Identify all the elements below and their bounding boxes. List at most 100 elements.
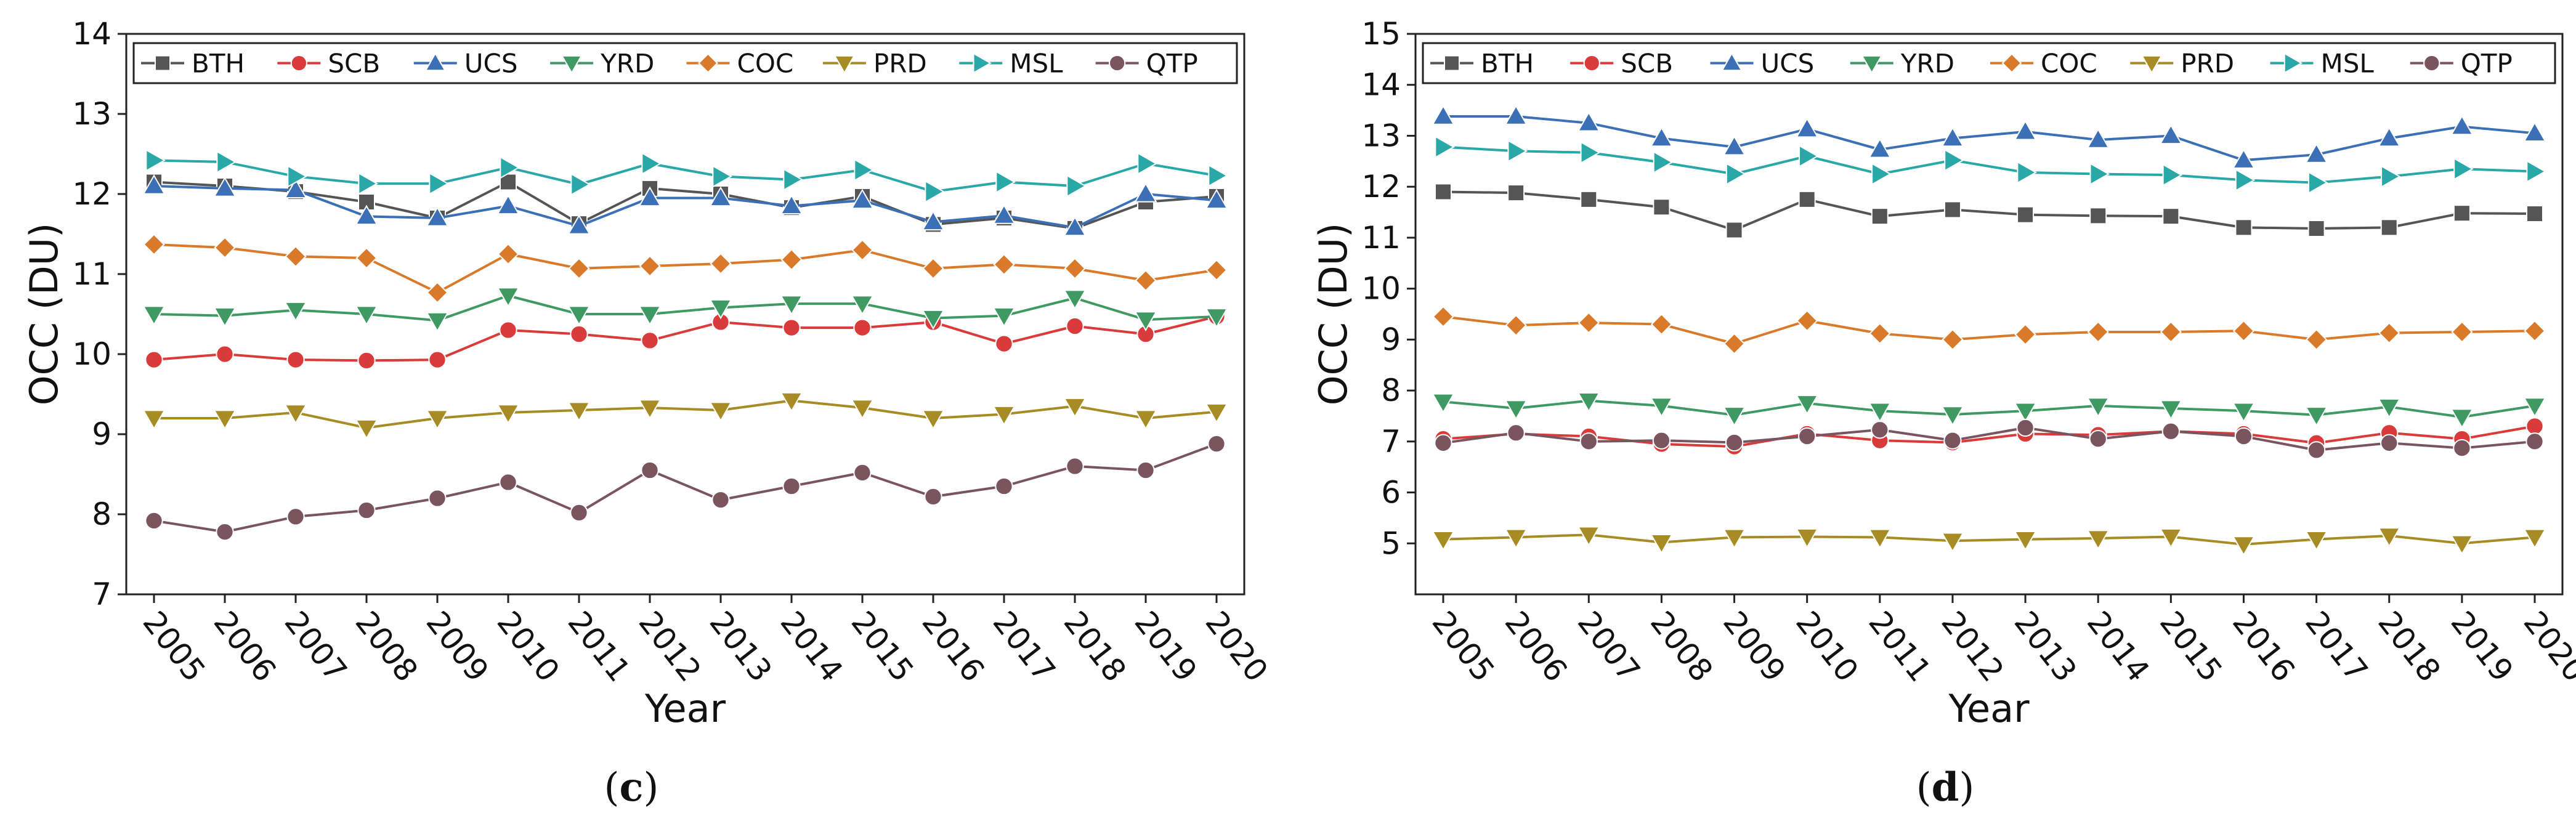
series-line-scb (153, 315, 1217, 362)
data-point-qtp-2011 (1871, 421, 1889, 439)
x-tick-label: 2010 (490, 605, 567, 689)
data-point-prd-2014 (2086, 530, 2110, 550)
legend-item-coc: COC (1990, 49, 2097, 79)
data-point-prd-2006 (213, 410, 237, 430)
series-line-yrd (1443, 399, 2535, 419)
x-axis-title: Year (1948, 686, 2030, 731)
data-point-coc-2010 (1796, 310, 1818, 332)
data-point-ucs-2020 (1205, 188, 1228, 209)
data-point-coc-2011 (1869, 322, 1891, 345)
series-scb (145, 307, 1226, 370)
data-point-yrd-2008 (355, 305, 378, 326)
x-tick-label: 2006 (1498, 605, 1574, 689)
x-tick-label: 2016 (915, 605, 992, 689)
data-point-yrd-2005 (1432, 393, 1455, 414)
data-point-prd-2017 (2304, 530, 2328, 551)
data-point-prd-2017 (992, 405, 1016, 426)
legend-label: SCB (328, 49, 380, 79)
y-tick-label: 12 (1361, 169, 1401, 204)
data-point-msl-2006 (1507, 139, 1528, 163)
legend-marker (2141, 55, 2163, 75)
legend-item-ucs: UCS (1710, 49, 1815, 79)
y-tick-label: 7 (1381, 424, 1401, 459)
x-tick-label: 2005 (1425, 605, 1502, 689)
data-point-qtp-2008 (1652, 431, 1671, 450)
data-point-coc-2005 (1432, 305, 1454, 328)
data-point-coc-2014 (780, 248, 803, 271)
legend-label: COC (2041, 49, 2097, 79)
data-point-ucs-2017 (992, 204, 1016, 224)
data-point-yrd-2013 (709, 299, 732, 320)
data-point-msl-2019 (1137, 152, 1157, 176)
data-point-msl-2014 (2089, 162, 2110, 186)
y-tick-label: 13 (1361, 118, 1401, 153)
data-point-scb-2010 (499, 321, 517, 339)
y-axis-title: OCC (DU) (1311, 223, 1356, 406)
data-point-ucs-2011 (567, 214, 591, 235)
legend-label: UCS (1761, 49, 1815, 79)
x-tick-label: 2006 (207, 605, 283, 689)
data-point-msl-2013 (2017, 161, 2037, 184)
data-point-bth-2010 (1798, 190, 1816, 208)
data-point-prd-2007 (284, 404, 307, 424)
y-tick-label: 15 (1361, 16, 1401, 52)
data-point-qtp-2019 (1136, 461, 1155, 480)
data-point-bth-2007 (1580, 190, 1598, 208)
plot-area-frame (1414, 33, 2564, 596)
legend-marker (1444, 55, 1460, 71)
data-point-coc-2017 (993, 253, 1015, 276)
data-point-coc-2013 (2014, 323, 2036, 346)
y-tick-label: 9 (1381, 321, 1401, 357)
data-point-coc-2007 (1578, 312, 1600, 334)
data-point-prd-2012 (1941, 532, 1964, 553)
data-point-yrd-2018 (1063, 289, 1087, 310)
legend-marker (698, 53, 718, 73)
data-point-ucs-2014 (780, 194, 803, 215)
x-tick-label: 2017 (986, 605, 1063, 689)
data-point-ucs-2015 (851, 188, 874, 209)
data-point-msl-2008 (1653, 150, 1674, 174)
data-point-bth-2006 (1507, 184, 1525, 202)
y-tick-label: 13 (72, 96, 111, 132)
legend-marker (2283, 52, 2303, 74)
data-point-msl-2007 (287, 164, 307, 188)
y-tick-label: 8 (92, 496, 111, 532)
data-point-prd-2008 (1650, 533, 1674, 554)
data-point-yrd-2020 (2523, 397, 2546, 418)
data-point-prd-2011 (1868, 528, 1892, 549)
series-yrd (1432, 392, 2546, 429)
data-point-prd-2009 (1722, 528, 1746, 549)
series-bth (1435, 183, 2543, 239)
data-point-yrd-2006 (213, 307, 237, 328)
x-tick-label: 2011 (561, 605, 638, 689)
x-tick-label: 2008 (1643, 605, 1720, 689)
series-prd (142, 392, 1228, 440)
data-point-coc-2019 (1135, 269, 1157, 292)
data-point-prd-2015 (2159, 528, 2182, 549)
series-line-qtp (1443, 426, 2535, 451)
data-point-msl-2017 (2307, 171, 2328, 195)
data-point-yrd-2014 (780, 295, 803, 316)
data-point-yrd-2016 (2232, 402, 2256, 423)
data-point-msl-2011 (1871, 162, 1892, 186)
series-prd (1432, 526, 2546, 556)
data-point-ucs-2008 (355, 204, 378, 225)
data-point-msl-2010 (1798, 144, 1819, 168)
data-point-coc-2019 (2451, 321, 2473, 343)
data-point-yrd-2016 (921, 309, 945, 330)
data-point-yrd-2020 (1205, 308, 1228, 328)
data-point-qtp-2010 (499, 473, 517, 491)
data-point-prd-2009 (426, 410, 449, 430)
series-scb (1434, 417, 2544, 456)
legend-marker (1721, 52, 1743, 71)
data-point-yrd-2009 (1722, 406, 1746, 427)
panel-c: 7891011121314200520062007200820092010201… (22, 16, 1275, 811)
data-point-ucs-2015 (2159, 124, 2182, 145)
data-point-ucs-2007 (1577, 111, 1600, 132)
series-line-qtp (153, 442, 1217, 533)
data-point-yrd-2005 (142, 305, 166, 326)
data-point-prd-2007 (1577, 526, 1600, 547)
data-point-bth-2012 (1943, 201, 1961, 219)
series-line-ucs (153, 185, 1217, 229)
data-point-msl-2012 (1944, 148, 1964, 172)
